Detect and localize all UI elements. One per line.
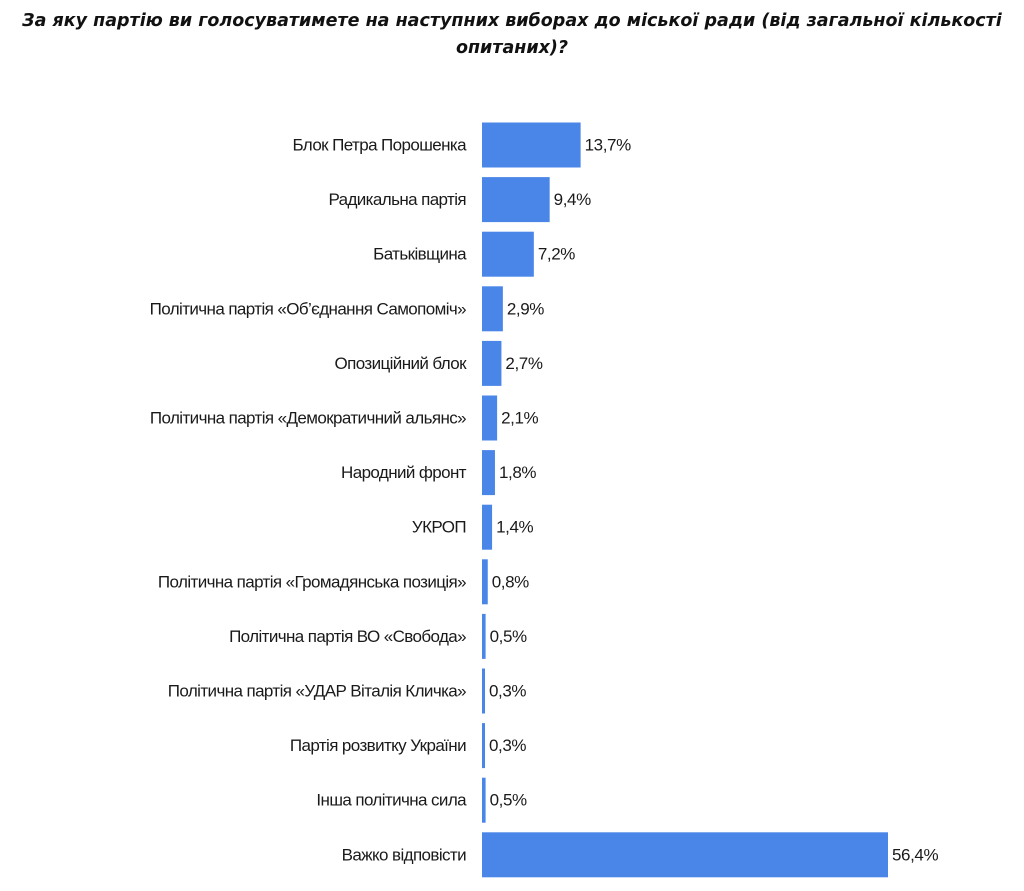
value-label: 56,4% [892,845,938,864]
value-label: 9,4% [554,190,591,209]
value-label: 0,5% [490,627,527,646]
value-label: 0,8% [492,572,529,591]
bar [482,723,485,769]
category-label: Політична партія ВО «Свобода» [229,627,466,646]
value-label: 0,5% [490,791,527,810]
value-label: 1,4% [496,518,533,537]
value-label: 1,8% [499,463,536,482]
bar [482,395,498,441]
bar [482,177,550,223]
value-label: 0,3% [489,682,526,701]
bar [482,832,888,878]
bar [482,122,581,168]
category-label: Важко відповісти [342,845,466,864]
bar [482,450,495,496]
value-label: 0,3% [489,736,526,755]
value-label: 2,9% [507,299,544,318]
bar [482,613,486,659]
value-label: 13,7% [585,136,631,155]
category-label: Батьківщина [373,245,467,264]
category-label: Політична партія «Громадянська позиція» [158,572,466,591]
category-label: Радикальна партія [328,190,466,209]
category-label: Інша політична сила [316,791,467,810]
category-label: Політична партія «Об’єднання Самопоміч» [150,299,467,318]
bar [482,231,534,277]
category-label: Політична партія «УДАР Віталія Кличка» [168,682,466,701]
category-label: Політична партія «Демократичний альянс» [150,409,466,428]
value-label: 2,7% [505,354,542,373]
bar [482,777,486,823]
category-label: Опозиційний блок [335,354,468,373]
value-label: 2,1% [501,409,538,428]
bar [482,340,502,386]
chart-title: За яку партію ви голосуватимете на насту… [22,11,1002,58]
category-label: Блок Петра Порошенка [292,136,467,155]
category-label: УКРОП [412,518,466,537]
category-label: Партія розвитку України [290,736,466,755]
bar [482,286,503,332]
bar [482,559,488,605]
bar [482,668,485,714]
value-label: 7,2% [538,245,575,264]
bar [482,504,493,550]
category-label: Народний фронт [341,463,467,482]
